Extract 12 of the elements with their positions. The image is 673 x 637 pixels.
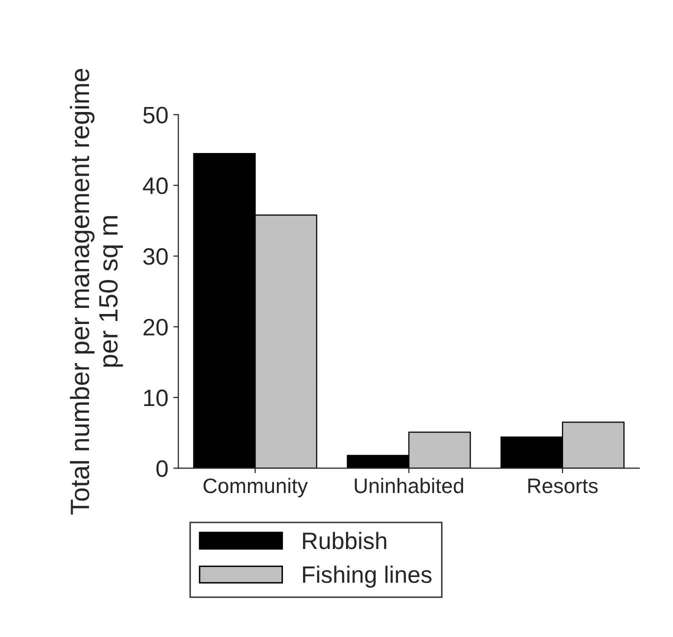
legend-label: Rubbish: [303, 532, 386, 550]
y-tick-label: 0: [156, 460, 168, 477]
x-tick-label: Uninhabited: [354, 478, 464, 494]
y-tick-label: 30: [143, 248, 168, 265]
y-tick-label: 20: [144, 318, 168, 336]
x-tick-label: Community: [204, 478, 308, 498]
y-axis-title: Total number per management regime per 150 sq m: [70, 68, 123, 514]
y-tick-label: 40: [142, 177, 168, 194]
x-tick-label: Resorts: [528, 478, 598, 494]
legend-label: Fishing lines: [303, 566, 432, 588]
y-tick-label: 10: [144, 390, 168, 406]
y-tick-label: 50: [143, 106, 168, 124]
